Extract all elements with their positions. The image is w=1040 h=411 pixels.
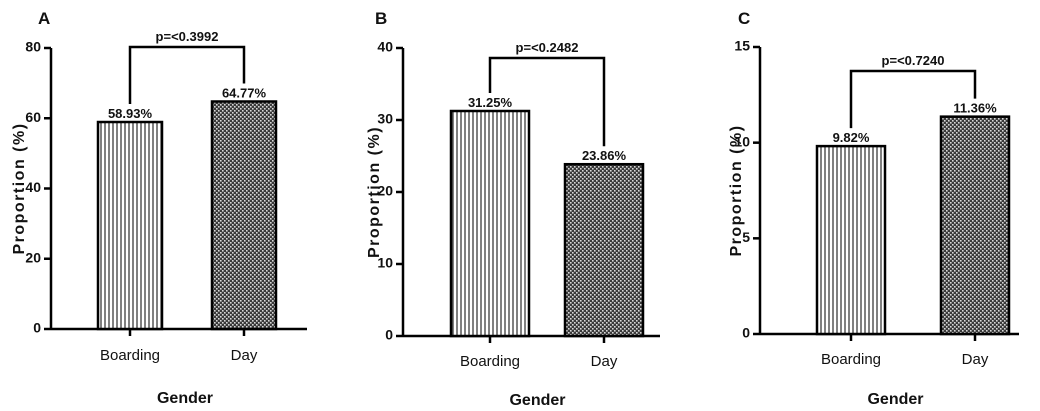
p-value-annotation: p=<0.7240	[882, 53, 945, 68]
y-tick-label: 0	[742, 325, 750, 341]
panel-letter: C	[738, 9, 750, 28]
x-tick-label: Day	[591, 353, 618, 370]
y-axis-label: Proportion (%)	[728, 124, 745, 256]
y-tick-label: 80	[25, 39, 41, 55]
x-tick-label: Day	[962, 351, 989, 368]
x-tick-label: Boarding	[100, 347, 160, 364]
chart-panel-b: B Proportion (%) 0 10 20 30 40 Boarding 31.25% Da…	[366, 9, 660, 409]
significance-bracket	[849, 69, 977, 129]
x-tick-label: Boarding	[460, 353, 520, 370]
y-tick-label: 60	[25, 109, 41, 125]
panel-letter: B	[375, 9, 387, 28]
x-axis-label: Gender	[509, 392, 565, 409]
significance-bracket	[488, 56, 606, 147]
bar-day	[563, 162, 645, 338]
y-tick-label: 15	[734, 38, 750, 54]
y-tick-label: 40	[377, 39, 393, 55]
data-label: 58.93%	[108, 106, 153, 121]
bar-day	[210, 100, 278, 331]
x-tick-label: Boarding	[821, 351, 881, 368]
bar-boarding	[96, 120, 164, 331]
x-tick-label: Day	[231, 347, 258, 364]
data-label: 9.82%	[833, 130, 870, 145]
data-label: 23.86%	[582, 148, 627, 163]
x-axis-label: Gender	[867, 391, 923, 408]
data-label: 31.25%	[468, 95, 513, 110]
y-tick-label: 10	[734, 133, 750, 149]
y-tick-label: 0	[385, 327, 393, 343]
chart-panel-a: A Proportion (%) 0 20 40 60 80 Boarding 58.93% Da…	[11, 9, 307, 407]
y-axis-label: Proportion (%)	[366, 126, 383, 258]
y-tick-label: 5	[742, 229, 750, 245]
significance-bracket	[128, 45, 246, 105]
x-axis-label: Gender	[157, 390, 213, 407]
y-tick-label: 40	[25, 179, 41, 195]
data-label: 64.77%	[222, 85, 267, 100]
y-axis-label: Proportion (%)	[11, 122, 28, 254]
y-tick-label: 20	[377, 183, 393, 199]
p-value-annotation: p=<0.3992	[156, 29, 219, 44]
y-tick-label: 30	[377, 111, 393, 127]
bar-boarding	[815, 144, 887, 336]
y-tick-label: 10	[377, 255, 393, 271]
data-label: 11.36%	[953, 101, 997, 116]
y-tick-label: 0	[33, 320, 41, 336]
p-value-annotation: p=<0.2482	[516, 40, 579, 55]
panel-letter: A	[38, 9, 50, 28]
y-tick-label: 20	[25, 249, 41, 265]
chart-panel-c: C Proportion (%) 0 5 10 15 Boarding 9.82% Day 11.…	[728, 9, 1019, 408]
bar-day	[939, 115, 1011, 336]
bar-boarding	[449, 109, 531, 338]
